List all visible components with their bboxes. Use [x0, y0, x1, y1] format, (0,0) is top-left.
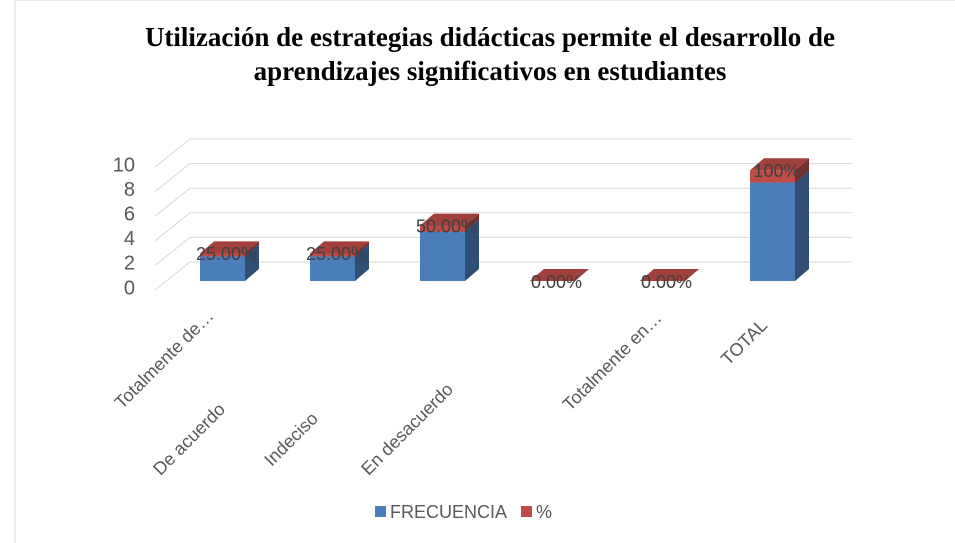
bar-top: [310, 241, 369, 254]
legend-swatch: [375, 506, 386, 517]
bar: [310, 241, 369, 257]
bar-side: [355, 244, 369, 281]
bar-side: [795, 158, 809, 183]
bar-side: [245, 241, 259, 257]
y-tick-label: 10: [113, 154, 135, 176]
bar-front: [750, 182, 795, 281]
legend-label: FRECUENCIA: [390, 502, 507, 522]
bar-front: [420, 225, 465, 232]
bar-top: [750, 158, 809, 171]
grid-line: [154, 138, 852, 168]
bar-front: [420, 231, 465, 281]
data-label: 25.00%: [196, 244, 257, 264]
bar-side: [465, 213, 479, 232]
bar-top: [420, 213, 479, 226]
data-label: 0.00%: [641, 272, 692, 292]
bar: [640, 269, 699, 281]
bar-top: [200, 241, 259, 254]
bar-front: [200, 253, 245, 257]
bar-front: [310, 256, 355, 281]
bar: [530, 269, 589, 281]
data-label: 100%: [753, 161, 799, 181]
bar-side: [795, 170, 809, 281]
grid-line: [154, 261, 852, 291]
grid-line: [154, 236, 852, 266]
y-tick-label: 2: [124, 253, 135, 275]
y-tick-label: 6: [124, 203, 135, 225]
bar-front: [750, 170, 795, 183]
y-tick-label: 0: [124, 277, 135, 299]
bar-front: [310, 253, 355, 257]
data-label: 25.00%: [306, 244, 367, 264]
grid-line: [154, 187, 852, 217]
chart-title: Utilización de estrategias didácticas pe…: [145, 22, 835, 52]
chart-title: aprendizajes significativos en estudiant…: [254, 56, 727, 86]
legend-label: %: [536, 502, 552, 522]
data-label: 50.00%: [416, 216, 477, 236]
bar: [420, 213, 479, 232]
bar-side: [245, 244, 259, 281]
data-label: 0.00%: [531, 272, 582, 292]
y-tick-label: 8: [124, 179, 135, 201]
bar: [200, 241, 259, 257]
bar-top: [530, 269, 589, 281]
bar: [750, 158, 809, 183]
y-tick-label: 4: [124, 228, 135, 250]
bar-side: [355, 241, 369, 257]
grid-line: [154, 163, 852, 192]
bar-side: [465, 219, 479, 281]
bar: [750, 170, 809, 281]
grid-line: [154, 212, 852, 242]
legend-swatch: [521, 506, 533, 517]
bar-front: [200, 256, 245, 281]
bar-top: [640, 269, 699, 281]
